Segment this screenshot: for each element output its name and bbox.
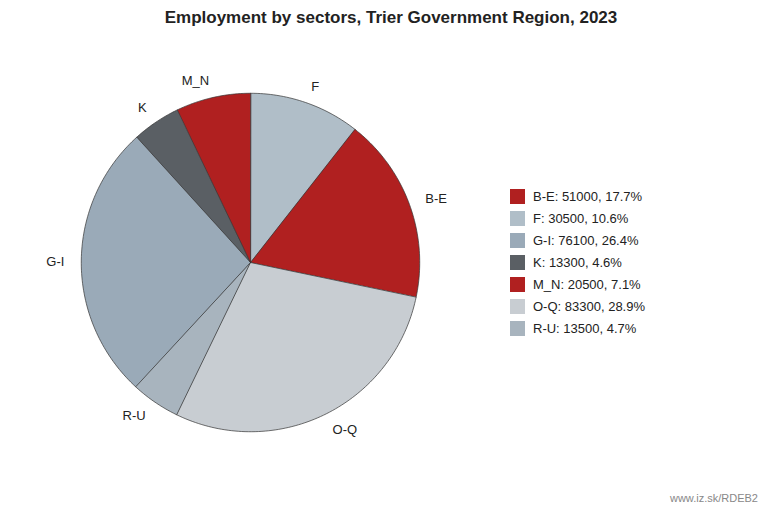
svg-text:M_N: M_N (182, 73, 209, 88)
html-text:Employment by sectors, Trier G: Employment by sectors, Trier Government … (164, 8, 618, 27)
html-text:G-I: 76100, 26.4%: G-I: 76100, 26.4% (533, 232, 639, 248)
svg-text:G-I: G-I (46, 254, 64, 269)
svg-text:B-E: B-E (425, 191, 447, 206)
svg-text:O-Q: O-Q (333, 422, 358, 437)
html-text:R-U: 13500, 4.7%: R-U: 13500, 4.7% (533, 320, 637, 336)
html-text:O-Q: 83300, 28.9%: O-Q: 83300, 28.9% (533, 298, 645, 314)
svg-text:K: K (138, 100, 147, 115)
svg-text:R-U: R-U (123, 408, 146, 423)
html-text:F: 30500, 10.6%: F: 30500, 10.6% (533, 210, 629, 226)
html-text:www.iz.sk/RDEB2: www.iz.sk/RDEB2 (670, 492, 758, 504)
html-text:B-E: 51000, 17.7%: B-E: 51000, 17.7% (533, 188, 643, 204)
html-text:K: 13300, 4.6%: K: 13300, 4.6% (533, 254, 622, 270)
svg-text:F: F (311, 79, 319, 94)
html-text:M_N: 20500, 7.1%: M_N: 20500, 7.1% (533, 276, 641, 292)
